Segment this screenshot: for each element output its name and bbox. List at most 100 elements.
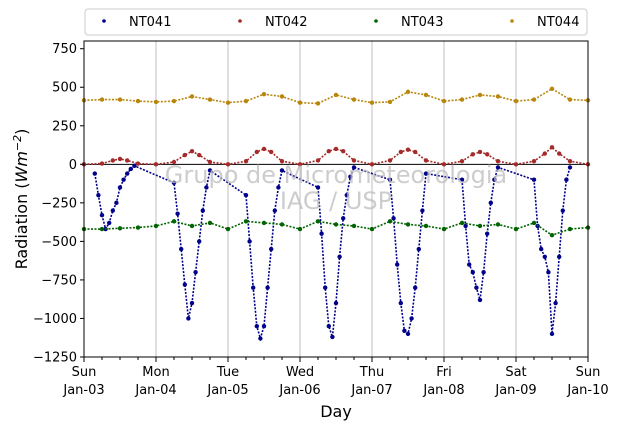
data-point xyxy=(261,323,267,329)
data-point xyxy=(463,223,468,229)
data-point xyxy=(171,159,177,165)
data-point xyxy=(492,177,497,182)
data-point xyxy=(531,97,537,102)
data-point xyxy=(261,91,267,97)
x-tick-day: Fri xyxy=(436,365,452,380)
data-point xyxy=(243,192,249,198)
data-point xyxy=(477,149,483,155)
y-tick-label: 500 xyxy=(52,81,77,96)
data-point xyxy=(189,149,195,154)
data-point xyxy=(567,226,573,232)
data-point xyxy=(405,222,411,227)
data-point xyxy=(175,211,180,216)
y-tick-label: −750 xyxy=(41,273,77,288)
data-point xyxy=(279,222,285,227)
data-point xyxy=(470,270,475,275)
data-point xyxy=(557,254,562,260)
data-point xyxy=(542,151,547,156)
data-point xyxy=(207,168,213,173)
x-tick-date: Jan-08 xyxy=(422,383,464,398)
data-point xyxy=(477,223,483,229)
data-point xyxy=(272,208,277,213)
data-point xyxy=(495,222,501,227)
data-point xyxy=(423,171,429,176)
data-point xyxy=(186,316,191,321)
x-tick-date: Jan-03 xyxy=(62,383,104,398)
data-point xyxy=(387,99,393,105)
data-point xyxy=(402,328,407,333)
data-point xyxy=(405,89,411,95)
legend-label: NT044 xyxy=(537,15,579,30)
data-point xyxy=(99,226,105,232)
grid-lines xyxy=(155,41,517,357)
data-point xyxy=(549,233,555,238)
data-point xyxy=(193,270,198,275)
legend-marker xyxy=(374,19,378,23)
data-point xyxy=(171,180,177,186)
data-point xyxy=(153,162,159,167)
data-point xyxy=(413,149,418,155)
data-point xyxy=(279,168,285,173)
data-point xyxy=(513,162,519,167)
data-point xyxy=(197,152,202,158)
series-trace xyxy=(94,164,571,342)
data-point xyxy=(99,212,105,218)
data-point xyxy=(539,246,544,252)
data-point xyxy=(107,220,112,226)
y-tick-label: −250 xyxy=(41,196,77,211)
data-point xyxy=(261,146,267,152)
data-point xyxy=(261,220,267,226)
data-point xyxy=(135,161,141,166)
data-point xyxy=(495,159,501,164)
data-point xyxy=(225,162,231,167)
data-point xyxy=(323,285,328,290)
series-NT041 xyxy=(92,163,573,342)
x-tick-day: Thu xyxy=(359,365,384,380)
data-point xyxy=(459,177,465,182)
y-axis: −1250 −1000 −750 −500 −250 0 250 500 750 xyxy=(33,42,84,366)
data-point xyxy=(351,223,357,229)
legend-label: NT042 xyxy=(265,15,307,30)
data-point xyxy=(413,285,418,290)
data-point xyxy=(459,159,465,164)
data-point xyxy=(567,97,573,102)
data-point xyxy=(276,185,281,190)
data-point xyxy=(542,254,547,260)
data-point xyxy=(549,331,555,337)
data-point xyxy=(369,162,375,167)
data-point xyxy=(254,323,259,329)
data-point xyxy=(420,208,425,213)
y-tick-label: 250 xyxy=(52,119,77,134)
data-point xyxy=(477,92,483,98)
x-tick-day: Tue xyxy=(216,365,239,380)
data-point xyxy=(546,270,551,275)
series-trace xyxy=(84,220,589,237)
data-point xyxy=(405,147,411,152)
x-tick-day: Sat xyxy=(505,365,526,380)
data-point xyxy=(153,223,159,229)
data-point xyxy=(495,94,501,99)
x-tick-day: Sun xyxy=(72,365,97,380)
data-point xyxy=(251,285,256,290)
data-point xyxy=(171,219,177,224)
data-point xyxy=(315,219,321,224)
data-point xyxy=(398,149,403,155)
data-point xyxy=(344,192,349,198)
data-point xyxy=(297,162,303,167)
data-point xyxy=(269,149,274,155)
data-point xyxy=(243,98,249,104)
data-point xyxy=(495,165,501,170)
x-tick-date: Jan-04 xyxy=(134,383,176,398)
data-point xyxy=(315,158,321,163)
data-point xyxy=(369,100,375,105)
data-point xyxy=(247,239,252,244)
data-point xyxy=(117,97,123,102)
data-point xyxy=(341,149,346,154)
y-tick-label: −500 xyxy=(41,235,77,250)
x-axis-label: Day xyxy=(320,402,352,421)
data-point xyxy=(485,231,490,236)
data-point xyxy=(330,334,335,340)
data-point xyxy=(326,149,331,154)
data-point xyxy=(416,246,421,252)
data-point xyxy=(125,171,130,176)
